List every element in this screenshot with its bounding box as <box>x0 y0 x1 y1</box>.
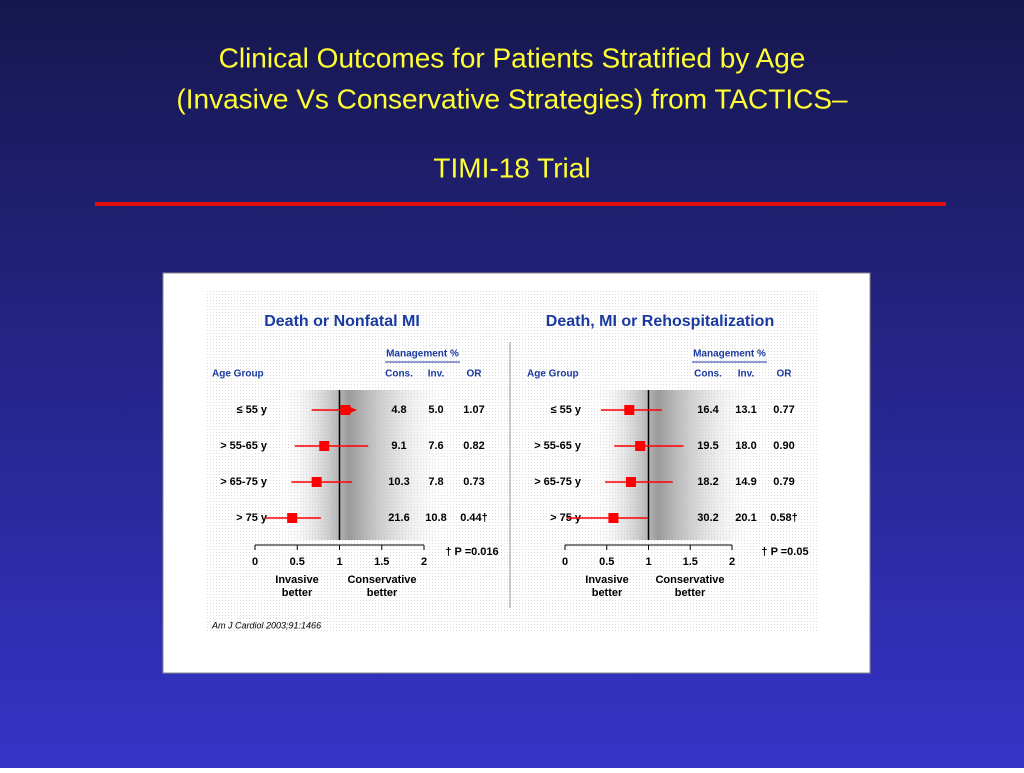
axis-note: Conservative <box>347 574 416 586</box>
table-cell: 16.4 <box>697 404 719 416</box>
column-header: Cons. <box>385 369 413 380</box>
table-cell: 5.0 <box>428 404 443 416</box>
x-tick-label: 1 <box>645 556 651 568</box>
or-label: 0.73 <box>463 476 484 488</box>
column-header: Inv. <box>738 369 755 380</box>
column-header: OR <box>777 369 793 380</box>
table-cell: 7.6 <box>428 440 443 452</box>
table-cell: 10.8 <box>425 512 446 524</box>
x-tick-label: 1.5 <box>374 556 389 568</box>
category: ≤ 55 y <box>550 404 581 416</box>
or-marker <box>287 513 298 523</box>
axis-note: better <box>367 587 398 599</box>
or-label: 0.82 <box>463 440 484 452</box>
axis-note: Invasive <box>275 574 318 586</box>
group-label: Management % <box>386 349 459 360</box>
chart-title: Death or Nonfatal MI <box>264 313 420 330</box>
x-tick-label: 0 <box>562 556 568 568</box>
or-label: 0.58† <box>770 512 798 524</box>
or-marker <box>319 441 330 451</box>
table-cell: 18.2 <box>697 476 718 488</box>
title-rule <box>95 202 946 206</box>
or-label: 1.07 <box>463 404 484 416</box>
or-marker <box>624 405 635 415</box>
category: > 75 y <box>550 512 582 524</box>
x-tick-label: 0.5 <box>290 556 305 568</box>
category: > 65-75 y <box>220 476 268 488</box>
category: ≤ 55 y <box>236 404 267 416</box>
citation: Am J Cardiol 2003;91:1466 <box>211 620 321 630</box>
group-label: Management % <box>693 349 766 360</box>
category-label: Age Group <box>527 369 579 380</box>
category: > 65-75 y <box>534 476 582 488</box>
chart-title: Death, MI or Rehospitalization <box>546 313 774 330</box>
or-label: 0.44† <box>460 512 488 524</box>
or-label: 0.79 <box>773 476 794 488</box>
x-tick-label: 0 <box>252 556 258 568</box>
x-tick-label: 2 <box>421 556 427 568</box>
x-tick-label: 1 <box>336 556 342 568</box>
or-label: 0.77 <box>773 404 794 416</box>
category: > 55-65 y <box>534 440 582 452</box>
column-header: Inv. <box>428 369 445 380</box>
or-marker <box>311 477 322 487</box>
or-marker <box>635 441 646 451</box>
or-label: 0.90 <box>773 440 794 452</box>
or-marker <box>625 477 636 487</box>
axis-note: Conservative <box>655 574 724 586</box>
category-label: Age Group <box>212 369 264 380</box>
column-header: Cons. <box>694 369 722 380</box>
x-tick-label: 1.5 <box>683 556 698 568</box>
table-cell: 4.8 <box>391 404 406 416</box>
table-cell: 10.3 <box>388 476 409 488</box>
shade <box>280 390 444 540</box>
x-tick-label: 0.5 <box>599 556 614 568</box>
table-cell: 13.1 <box>735 404 756 416</box>
table-cell: 9.1 <box>391 440 406 452</box>
axis-note: better <box>282 587 313 599</box>
slide-title: TIMI-18 Trial <box>433 152 590 183</box>
slide-title: Clinical Outcomes for Patients Stratifie… <box>219 42 806 73</box>
axis-note: better <box>592 587 623 599</box>
footnote: † P =0.016 <box>445 546 498 558</box>
table-cell: 20.1 <box>735 512 756 524</box>
table-cell: 19.5 <box>697 440 718 452</box>
category: > 55-65 y <box>220 440 268 452</box>
table-cell: 7.8 <box>428 476 443 488</box>
or-marker <box>340 405 351 415</box>
or-marker <box>608 513 619 523</box>
table-cell: 14.9 <box>735 476 756 488</box>
table-cell: 30.2 <box>697 512 718 524</box>
table-cell: 18.0 <box>735 440 756 452</box>
footnote: † P =0.05 <box>761 546 808 558</box>
axis-note: Invasive <box>585 574 628 586</box>
axis-note: better <box>675 587 706 599</box>
category: > 75 y <box>236 512 268 524</box>
x-tick-label: 2 <box>729 556 735 568</box>
table-cell: 21.6 <box>388 512 409 524</box>
column-header: OR <box>467 369 483 380</box>
slide-title: (Invasive Vs Conservative Strategies) fr… <box>176 83 848 114</box>
